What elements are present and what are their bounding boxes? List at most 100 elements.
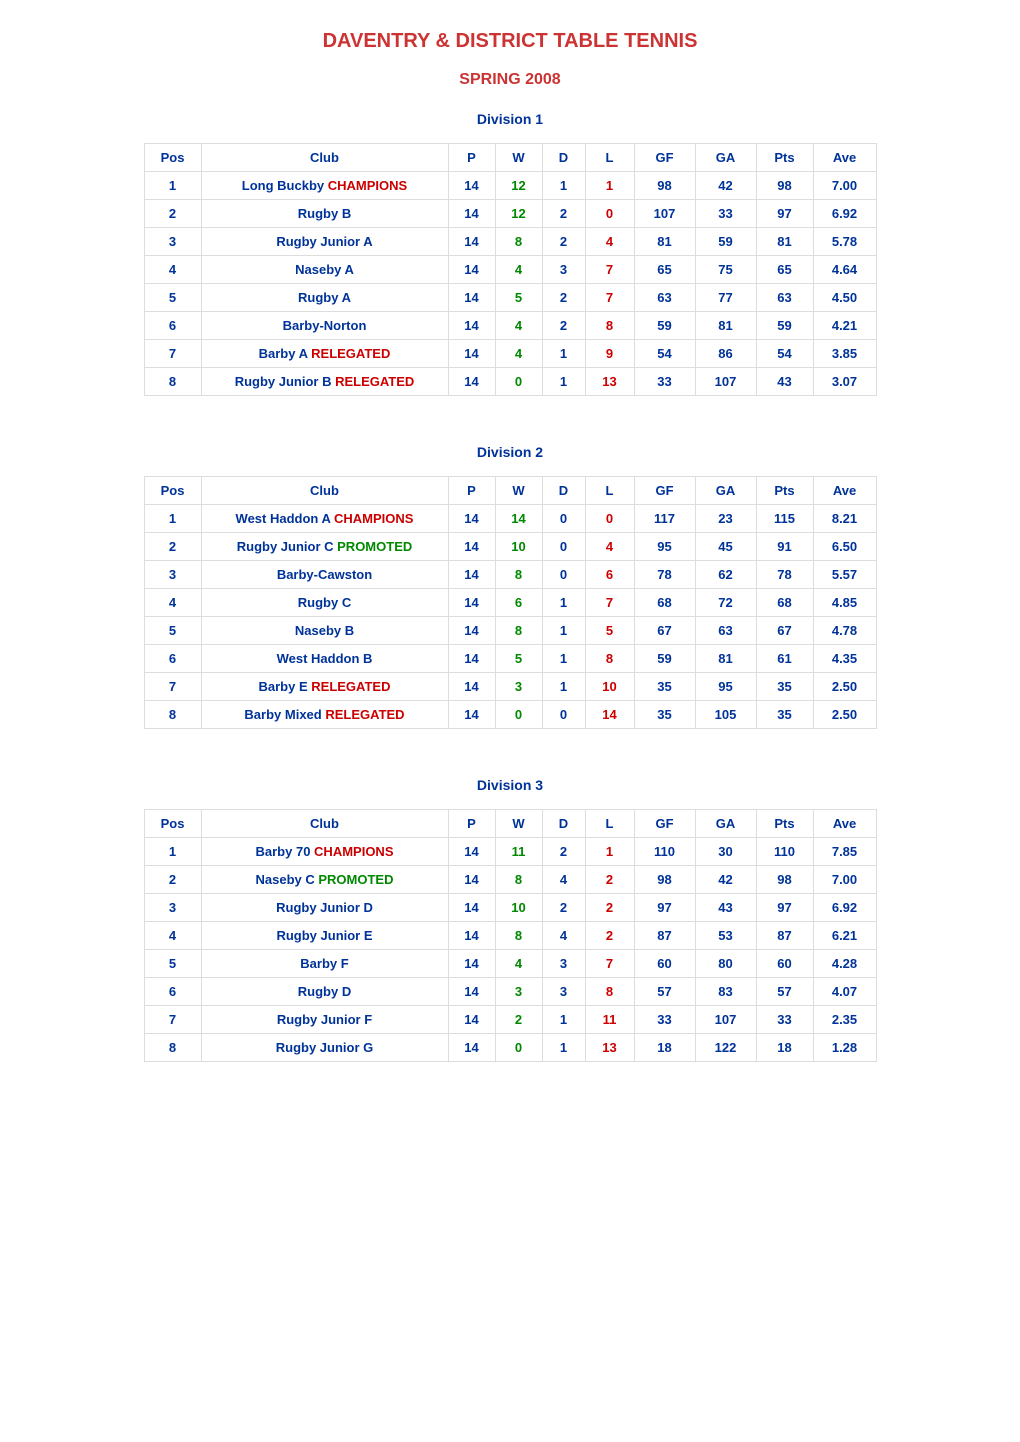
cell-p: 14 [448, 561, 495, 589]
standings-table: PosClubPWDLGFGAPtsAve1Long Buckby CHAMPI… [144, 143, 877, 396]
cell-gf: 68 [634, 589, 695, 617]
cell-p: 14 [448, 950, 495, 978]
cell-ave: 4.07 [813, 978, 876, 1006]
cell-l: 9 [585, 340, 634, 368]
cell-pts: 54 [756, 340, 813, 368]
table-header-row: PosClubPWDLGFGAPtsAve [144, 144, 876, 172]
cell-w: 8 [495, 617, 542, 645]
page-subtitle: SPRING 2008 [20, 71, 1000, 89]
cell-pos: 8 [144, 368, 201, 396]
cell-gf: 110 [634, 838, 695, 866]
cell-p: 14 [448, 589, 495, 617]
cell-d: 2 [542, 200, 585, 228]
cell-gf: 67 [634, 617, 695, 645]
col-pos: Pos [144, 810, 201, 838]
cell-pts: 97 [756, 200, 813, 228]
division-section: Division 3PosClubPWDLGFGAPtsAve1Barby 70… [20, 777, 1000, 1062]
cell-pos: 5 [144, 950, 201, 978]
cell-club: Barby-Cawston [201, 561, 448, 589]
table-row: 6Rugby D143385783574.07 [144, 978, 876, 1006]
club-name: Rugby Junior D [276, 900, 373, 915]
cell-d: 0 [542, 533, 585, 561]
cell-ave: 5.78 [813, 228, 876, 256]
cell-ga: 81 [695, 312, 756, 340]
cell-p: 14 [448, 922, 495, 950]
table-row: 8Barby Mixed RELEGATED14001435105352.50 [144, 701, 876, 729]
table-row: 1West Haddon A CHAMPIONS141400117231158.… [144, 505, 876, 533]
cell-pos: 1 [144, 172, 201, 200]
cell-ga: 53 [695, 922, 756, 950]
cell-club: Barby E RELEGATED [201, 673, 448, 701]
cell-l: 7 [585, 950, 634, 978]
cell-w: 5 [495, 645, 542, 673]
cell-w: 0 [495, 1034, 542, 1062]
cell-ga: 59 [695, 228, 756, 256]
cell-p: 14 [448, 838, 495, 866]
cell-pos: 1 [144, 838, 201, 866]
club-name: Naseby B [295, 623, 354, 638]
cell-p: 14 [448, 701, 495, 729]
cell-w: 8 [495, 228, 542, 256]
cell-ave: 6.92 [813, 200, 876, 228]
cell-club: Barby Mixed RELEGATED [201, 701, 448, 729]
table-row: 3Rugby Junior D1410229743976.92 [144, 894, 876, 922]
cell-pos: 8 [144, 701, 201, 729]
cell-gf: 18 [634, 1034, 695, 1062]
cell-ga: 23 [695, 505, 756, 533]
cell-w: 11 [495, 838, 542, 866]
cell-ave: 6.50 [813, 533, 876, 561]
cell-l: 1 [585, 172, 634, 200]
club-tag: PROMOTED [318, 872, 393, 887]
club-name: West Haddon A [236, 511, 331, 526]
club-name: Naseby A [295, 262, 354, 277]
cell-p: 14 [448, 340, 495, 368]
cell-ga: 75 [695, 256, 756, 284]
cell-club: Barby A RELEGATED [201, 340, 448, 368]
cell-pos: 5 [144, 617, 201, 645]
cell-w: 4 [495, 950, 542, 978]
cell-ave: 2.50 [813, 701, 876, 729]
cell-d: 2 [542, 284, 585, 312]
cell-gf: 81 [634, 228, 695, 256]
col-club: Club [201, 477, 448, 505]
cell-gf: 54 [634, 340, 695, 368]
cell-w: 3 [495, 673, 542, 701]
cell-pts: 91 [756, 533, 813, 561]
cell-gf: 63 [634, 284, 695, 312]
cell-pts: 57 [756, 978, 813, 1006]
cell-pos: 2 [144, 533, 201, 561]
club-name: Barby E [259, 679, 308, 694]
cell-pts: 59 [756, 312, 813, 340]
cell-club: Rugby D [201, 978, 448, 1006]
club-name: Rugby Junior F [277, 1012, 372, 1027]
cell-ave: 4.28 [813, 950, 876, 978]
cell-d: 0 [542, 505, 585, 533]
cell-ga: 83 [695, 978, 756, 1006]
cell-ga: 86 [695, 340, 756, 368]
table-row: 2Naseby C PROMOTED148429842987.00 [144, 866, 876, 894]
col-l: L [585, 144, 634, 172]
cell-ga: 42 [695, 866, 756, 894]
cell-gf: 35 [634, 701, 695, 729]
cell-ga: 43 [695, 894, 756, 922]
cell-l: 2 [585, 894, 634, 922]
cell-ave: 2.35 [813, 1006, 876, 1034]
cell-pos: 3 [144, 228, 201, 256]
table-row: 4Rugby Junior E148428753876.21 [144, 922, 876, 950]
cell-pos: 3 [144, 561, 201, 589]
cell-ga: 72 [695, 589, 756, 617]
cell-club: Rugby Junior A [201, 228, 448, 256]
cell-ga: 107 [695, 1006, 756, 1034]
cell-ave: 4.78 [813, 617, 876, 645]
cell-l: 2 [585, 922, 634, 950]
cell-p: 14 [448, 228, 495, 256]
col-ga: GA [695, 810, 756, 838]
cell-gf: 65 [634, 256, 695, 284]
cell-w: 4 [495, 256, 542, 284]
cell-pos: 8 [144, 1034, 201, 1062]
cell-w: 8 [495, 866, 542, 894]
cell-l: 4 [585, 228, 634, 256]
cell-w: 5 [495, 284, 542, 312]
col-d: D [542, 477, 585, 505]
cell-club: Rugby Junior G [201, 1034, 448, 1062]
